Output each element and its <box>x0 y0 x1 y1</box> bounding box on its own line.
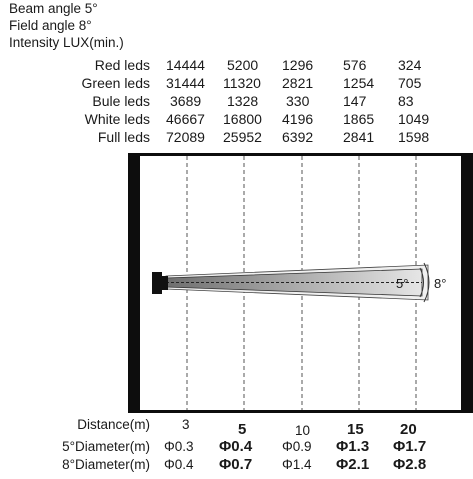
table-cell: 31444 <box>166 75 205 91</box>
field-diameter-value: Φ0.4 <box>164 457 194 472</box>
field-diameter-value: Φ1.4 <box>282 457 312 472</box>
row-label: Bule leds <box>92 93 150 109</box>
field-diameter-value: Φ2.8 <box>393 456 427 473</box>
row-label: Red leds <box>94 57 150 73</box>
table-cell: 11320 <box>223 75 261 91</box>
table-cell: 324 <box>398 57 422 73</box>
beam-diameter-value: Φ1.7 <box>393 438 427 455</box>
distance-value: 15 <box>347 421 364 438</box>
beam-diameter-value: Φ0.3 <box>164 439 194 454</box>
table-cell: 14444 <box>166 57 205 73</box>
field-diameter-value: Φ0.7 <box>219 456 253 473</box>
table-cell: 576 <box>343 57 367 73</box>
beam-diameter-value: Φ1.3 <box>336 438 370 455</box>
beam-diameter-value: Φ0.4 <box>219 438 253 455</box>
table-cell: 2841 <box>343 129 375 145</box>
distance-value: 10 <box>295 423 311 438</box>
table-cell: 72089 <box>166 129 205 145</box>
row-label: Full leds <box>97 129 150 145</box>
table-cell: 4196 <box>282 111 314 127</box>
table-cell: 83 <box>398 93 414 109</box>
distance-label: Distance(m) <box>77 417 150 432</box>
table-cell: 2821 <box>282 75 314 91</box>
table-cell: 1049 <box>398 111 430 127</box>
table-cell: 1254 <box>343 75 375 91</box>
beam-diameter-value: Φ0.9 <box>282 439 312 454</box>
table-cell: 46667 <box>166 111 205 127</box>
distance-value: 5 <box>238 421 247 438</box>
row-label: Green leds <box>81 75 150 91</box>
table-cell: 5200 <box>227 57 259 73</box>
beam-diameter-label: 5°Diameter(m) <box>62 439 150 454</box>
table-cell: 25952 <box>223 129 262 145</box>
field-angle-marker: 8° <box>434 276 447 291</box>
table-cell: 330 <box>286 93 310 109</box>
table-cell: 705 <box>398 75 422 91</box>
table-cell: 16800 <box>223 111 262 127</box>
table-cell: 147 <box>343 93 367 109</box>
table-cell: 1328 <box>227 93 259 109</box>
distance-value: 20 <box>400 421 417 438</box>
field-angle-label: Field angle 8° <box>9 18 92 33</box>
table-cell: 1296 <box>282 57 314 73</box>
intensity-label: Intensity LUX(min.) <box>9 35 124 50</box>
table-cell: 3689 <box>170 93 202 109</box>
beam-diagram-frame <box>128 153 473 413</box>
beam-angle-marker: 5° <box>396 276 409 291</box>
field-diameter-value: Φ2.1 <box>336 456 370 473</box>
table-cell: 6392 <box>282 129 314 145</box>
beam-angle-label: Beam angle 5° <box>9 1 98 16</box>
table-cell: 1598 <box>398 129 430 145</box>
row-label: White leds <box>84 111 150 127</box>
field-diameter-label: 8°Diameter(m) <box>62 457 150 472</box>
table-cell: 1865 <box>343 111 375 127</box>
distance-value: 3 <box>182 417 190 432</box>
